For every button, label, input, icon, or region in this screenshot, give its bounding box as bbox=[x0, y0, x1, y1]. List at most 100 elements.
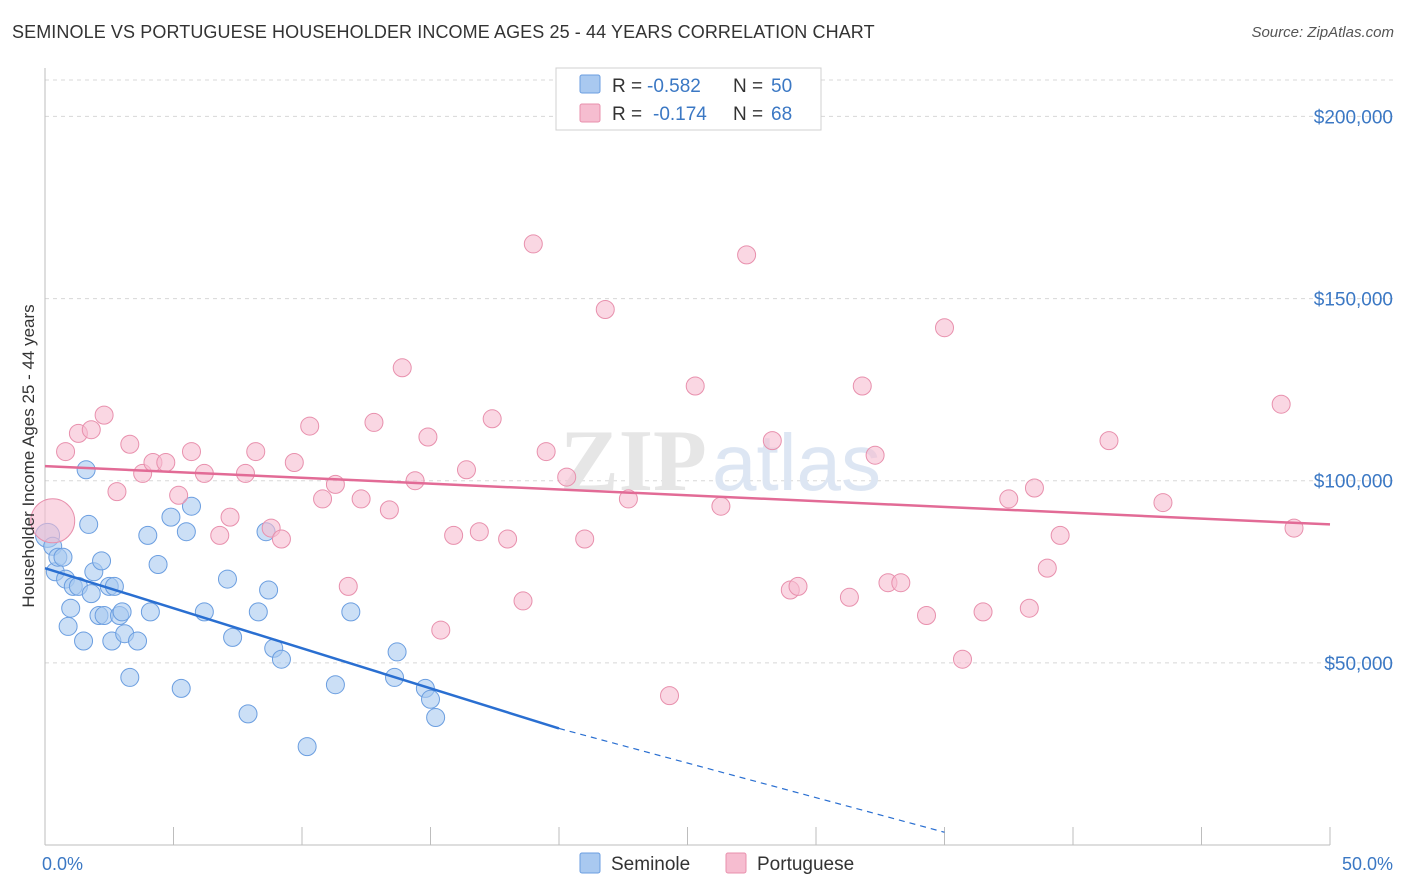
data-point bbox=[469, 522, 489, 542]
bottom-legend-portuguese-swatch bbox=[725, 852, 747, 874]
data-point bbox=[79, 514, 99, 534]
data-point bbox=[421, 689, 440, 709]
y-tick-labels: $50,000 $100,000 $150,000 $200,000 bbox=[1314, 107, 1393, 674]
data-point bbox=[660, 686, 680, 706]
y-axis-label: Householder Income Ages 25 - 44 years bbox=[19, 304, 38, 607]
watermark: ZIP atlas bbox=[560, 413, 881, 510]
axes bbox=[44, 68, 1331, 846]
data-point bbox=[418, 427, 438, 447]
data-point bbox=[865, 445, 885, 465]
y-tick-label: $100,000 bbox=[1314, 472, 1393, 493]
legend-seminole-n-value: 50 bbox=[771, 76, 792, 97]
data-point bbox=[313, 489, 333, 509]
data-point bbox=[297, 737, 317, 757]
data-point bbox=[351, 489, 371, 509]
data-point bbox=[217, 569, 237, 589]
bottom-legend-seminole-swatch bbox=[579, 852, 601, 874]
data-point bbox=[405, 471, 425, 491]
data-point bbox=[685, 376, 705, 396]
data-point bbox=[431, 620, 451, 640]
legend-portuguese-n-value: 68 bbox=[771, 104, 792, 125]
legend-portuguese-r-value: -0.174 bbox=[653, 104, 707, 125]
seminole-trend-extension bbox=[558, 727, 945, 833]
data-point bbox=[392, 358, 412, 378]
grid-lines bbox=[45, 79, 1395, 664]
data-point bbox=[284, 453, 304, 472]
data-point bbox=[917, 606, 937, 625]
data-point bbox=[935, 318, 954, 338]
legend-seminole-r-label: R = bbox=[612, 76, 642, 97]
data-point bbox=[523, 234, 543, 254]
bottom-legend-seminole-label: Seminole bbox=[611, 854, 690, 875]
data-point bbox=[161, 507, 181, 527]
data-point bbox=[891, 573, 911, 593]
y-tick-label: $200,000 bbox=[1314, 107, 1393, 128]
data-point bbox=[839, 587, 859, 607]
data-point bbox=[169, 485, 189, 505]
data-point bbox=[120, 434, 140, 454]
data-point bbox=[220, 507, 240, 527]
data-point bbox=[364, 412, 384, 432]
data-point bbox=[246, 442, 266, 462]
data-point bbox=[76, 460, 96, 480]
data-point bbox=[181, 442, 201, 462]
data-point bbox=[74, 631, 94, 651]
data-point bbox=[575, 529, 595, 549]
data-point bbox=[271, 529, 291, 549]
data-point bbox=[1271, 394, 1291, 414]
data-point bbox=[762, 431, 782, 451]
data-point bbox=[120, 667, 140, 687]
trend-lines bbox=[44, 464, 1331, 833]
data-point bbox=[92, 551, 112, 571]
data-point bbox=[238, 704, 258, 724]
data-point bbox=[852, 376, 872, 396]
data-point bbox=[235, 463, 255, 483]
y-tick-label: $150,000 bbox=[1314, 290, 1393, 311]
data-point bbox=[53, 547, 73, 567]
watermark-atlas: atlas bbox=[712, 418, 881, 507]
data-point bbox=[456, 460, 476, 480]
data-point bbox=[300, 416, 320, 436]
data-point bbox=[1099, 431, 1119, 451]
data-point bbox=[176, 522, 196, 542]
data-point bbox=[444, 525, 464, 545]
data-point bbox=[711, 496, 731, 516]
data-point bbox=[140, 602, 160, 622]
x-tick-label: 0.0% bbox=[42, 854, 83, 874]
data-point bbox=[210, 525, 230, 545]
y-tick-label: $50,000 bbox=[1324, 654, 1393, 675]
data-point bbox=[379, 500, 399, 520]
data-point bbox=[536, 442, 556, 462]
data-point bbox=[156, 453, 176, 472]
data-point bbox=[259, 580, 279, 600]
legend-seminole-r-value: -0.582 bbox=[647, 76, 701, 97]
portuguese-points bbox=[30, 234, 1304, 706]
legend-portuguese-n-label: N = bbox=[733, 104, 763, 125]
data-point bbox=[107, 482, 127, 502]
x-tick-labels: 0.0% 50.0% bbox=[42, 854, 1393, 874]
data-point bbox=[595, 300, 615, 319]
data-point bbox=[94, 405, 114, 425]
data-point bbox=[1153, 493, 1173, 513]
portuguese-trend-line bbox=[44, 464, 1331, 526]
bottom-legend-portuguese-label: Portuguese bbox=[757, 854, 854, 875]
data-point bbox=[952, 649, 972, 669]
data-point bbox=[498, 529, 518, 549]
seminole-trend-line bbox=[44, 566, 560, 730]
data-point bbox=[56, 442, 76, 462]
data-point bbox=[513, 591, 533, 611]
data-point bbox=[1019, 598, 1039, 618]
data-point bbox=[112, 602, 132, 622]
bottom-legend: Seminole Portuguese bbox=[579, 852, 854, 875]
data-point bbox=[248, 602, 268, 622]
data-point bbox=[737, 245, 757, 265]
data-point bbox=[81, 420, 101, 440]
data-point bbox=[1050, 525, 1070, 545]
data-point bbox=[557, 467, 577, 487]
data-point bbox=[223, 627, 243, 647]
x-tick-label: 50.0% bbox=[1342, 854, 1393, 874]
data-point bbox=[58, 616, 78, 636]
legend-seminole-n-label: N = bbox=[733, 76, 763, 97]
source-credit: Source: ZipAtlas.com bbox=[1251, 24, 1394, 41]
